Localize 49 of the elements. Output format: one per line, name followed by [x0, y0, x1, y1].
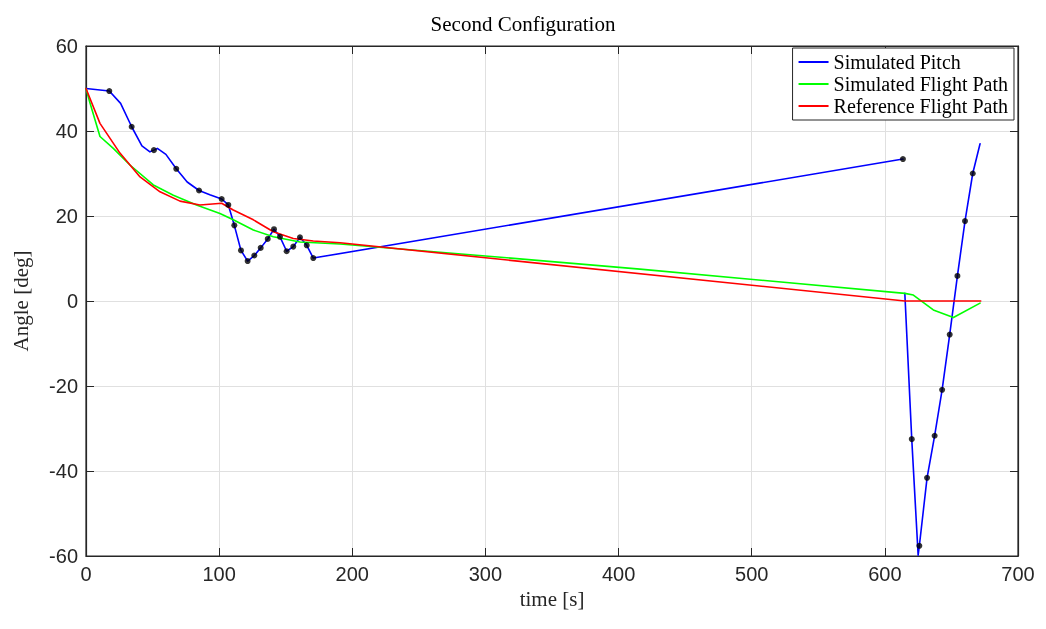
y-tick-label: -60 — [49, 545, 78, 567]
point — [283, 248, 290, 255]
y-tick-label: 40 — [55, 120, 78, 142]
y-tick-label: -40 — [49, 460, 78, 482]
chart-title: Second Configuration — [430, 11, 616, 36]
point — [290, 243, 297, 250]
point — [271, 226, 277, 233]
point — [931, 432, 938, 439]
point — [150, 147, 157, 154]
point — [277, 233, 283, 240]
point — [225, 201, 232, 208]
point — [264, 235, 271, 242]
y-tick-label: 0 — [66, 290, 78, 312]
point — [196, 187, 203, 194]
point — [924, 474, 931, 481]
point — [231, 222, 238, 229]
x-tick-label: 500 — [735, 563, 769, 585]
x-tick-label: 100 — [202, 563, 236, 585]
x-axis-title: time [s] — [519, 587, 585, 612]
point — [939, 386, 946, 393]
legend-label: Simulated Flight Path — [833, 73, 1008, 96]
point — [237, 247, 244, 254]
x-tick-label: 0 — [80, 563, 92, 585]
point — [303, 242, 310, 249]
y-tick-label: -20 — [49, 375, 78, 397]
point — [218, 196, 225, 202]
legend-label: Reference Flight Path — [833, 95, 1008, 118]
y-tick-label: 60 — [55, 35, 78, 57]
point — [954, 272, 961, 279]
y-tick-label: 20 — [55, 205, 78, 227]
x-tick-label: 200 — [335, 563, 369, 585]
legend-label: Simulated Pitch — [833, 51, 961, 73]
point — [257, 244, 264, 251]
x-tick-label: 300 — [468, 563, 503, 585]
point — [106, 88, 113, 95]
point — [296, 234, 303, 241]
point — [962, 218, 969, 225]
point — [899, 156, 906, 163]
point — [244, 258, 251, 265]
point — [946, 331, 953, 338]
point — [310, 255, 317, 262]
point — [173, 165, 180, 172]
x-tick-label: 700 — [1001, 563, 1035, 585]
x-tick-label: 600 — [868, 563, 902, 585]
point — [916, 542, 923, 549]
y-axis-title: Angle [deg] — [8, 250, 33, 352]
point — [908, 436, 915, 443]
point — [128, 123, 135, 130]
x-tick-label: 400 — [601, 563, 636, 585]
